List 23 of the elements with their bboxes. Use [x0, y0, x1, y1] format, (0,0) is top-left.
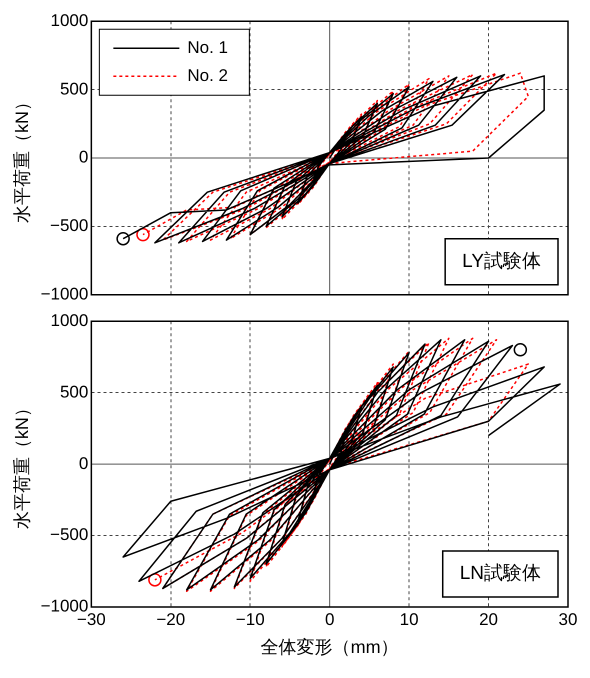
y-tick-label: 1000: [50, 310, 88, 330]
y-axis-title: 水平荷重（kN）: [12, 93, 32, 223]
x-axis-title: 全体変形（mm）: [260, 637, 399, 658]
y-tick-label: −1000: [40, 596, 88, 616]
y-tick-label: 500: [60, 382, 88, 402]
legend-label: No. 1: [187, 38, 228, 57]
y-tick-label: −1000: [40, 284, 88, 304]
annotation: LN試験体: [460, 563, 542, 584]
legend-label: No. 2: [187, 66, 228, 85]
x-tick-label: −20: [156, 610, 186, 629]
y-axis-title: 水平荷重（kN）: [12, 399, 32, 530]
y-tick-label: −500: [50, 525, 88, 544]
y-tick-label: 0: [78, 148, 88, 167]
y-tick-label: 0: [78, 454, 88, 473]
x-tick-label: 30: [558, 610, 578, 629]
x-tick-label: 10: [400, 610, 419, 629]
y-tick-label: 500: [60, 79, 88, 98]
x-tick-label: −10: [236, 610, 265, 629]
x-tick-label: 20: [479, 610, 498, 629]
y-tick-label: −500: [50, 216, 88, 236]
annotation: LY試験体: [462, 251, 542, 272]
x-tick-label: 0: [324, 610, 334, 629]
y-tick-label: 1000: [50, 10, 88, 30]
